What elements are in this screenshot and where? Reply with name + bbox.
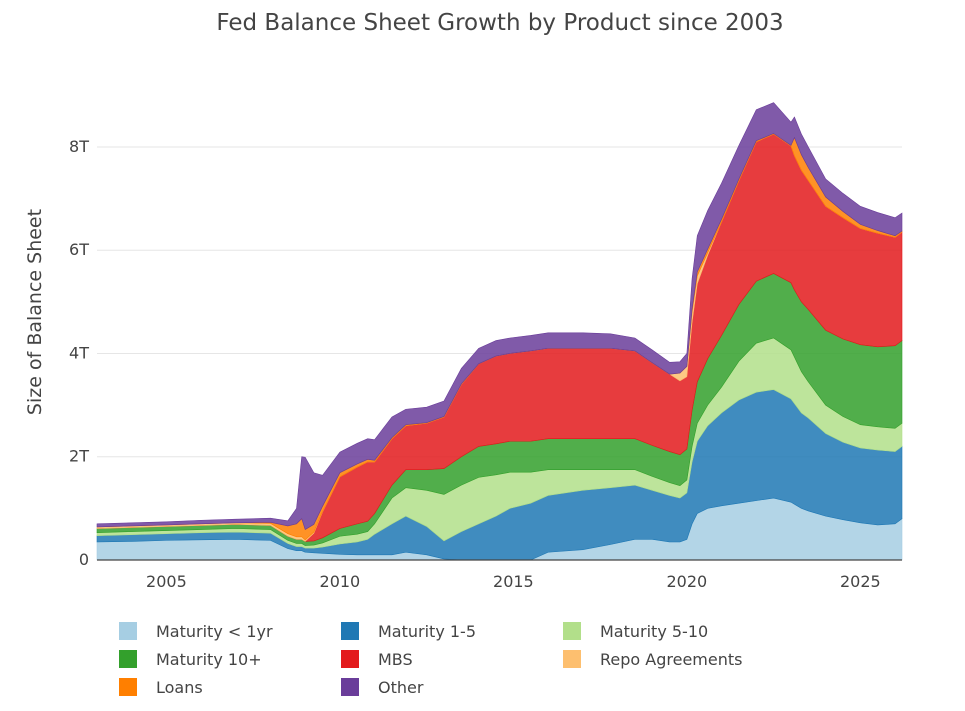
legend-swatch <box>341 650 359 668</box>
legend-swatch <box>119 650 137 668</box>
chart-title: Fed Balance Sheet Growth by Product sinc… <box>216 10 783 36</box>
legend-label: Repo Agreements <box>600 650 742 669</box>
legend-swatch <box>341 678 359 696</box>
y-tick-label: 4T <box>69 343 89 362</box>
legend-label: Maturity < 1yr <box>156 622 273 641</box>
legend-label: Maturity 10+ <box>156 650 262 669</box>
x-tick-label: 2015 <box>493 572 534 591</box>
x-tick-label: 2020 <box>667 572 708 591</box>
plot-areas <box>96 102 903 561</box>
x-tick-label: 2010 <box>320 572 361 591</box>
x-tick-label: 2005 <box>146 572 187 591</box>
legend-swatch <box>563 622 581 640</box>
axes: 0 2T 4T 6T 8T 2005 2010 2015 2020 2025 <box>69 137 902 591</box>
legend-swatch <box>563 650 581 668</box>
legend-item-other[interactable]: Other <box>341 678 424 697</box>
legend-label: Maturity 5-10 <box>600 622 708 641</box>
legend-item-maturity-1yr[interactable]: Maturity < 1yr <box>119 622 273 641</box>
y-tick-label: 2T <box>69 447 89 466</box>
legend-label: MBS <box>378 650 413 669</box>
legend-swatch <box>119 622 137 640</box>
y-axis-title: Size of Balance Sheet <box>24 209 46 415</box>
legend-swatch <box>119 678 137 696</box>
legend[interactable]: Maturity < 1yr Maturity 1-5 Maturity 5-10 M… <box>119 622 742 697</box>
legend-label: Maturity 1-5 <box>378 622 476 641</box>
legend-item-loans[interactable]: Loans <box>119 678 203 697</box>
legend-label: Other <box>378 678 424 697</box>
legend-item-maturity-1-5[interactable]: Maturity 1-5 <box>341 622 476 641</box>
y-tick-label: 0 <box>79 550 89 569</box>
legend-item-maturity-5-10[interactable]: Maturity 5-10 <box>563 622 708 641</box>
legend-swatch <box>341 622 359 640</box>
legend-label: Loans <box>156 678 203 697</box>
legend-item-mbs[interactable]: MBS <box>341 650 413 669</box>
y-tick-label: 8T <box>69 137 89 156</box>
legend-item-repo-agreements[interactable]: Repo Agreements <box>563 650 742 669</box>
y-tick-label: 6T <box>69 240 89 259</box>
area-other <box>96 102 903 530</box>
legend-item-maturity-10[interactable]: Maturity 10+ <box>119 650 262 669</box>
x-tick-label: 2025 <box>840 572 881 591</box>
